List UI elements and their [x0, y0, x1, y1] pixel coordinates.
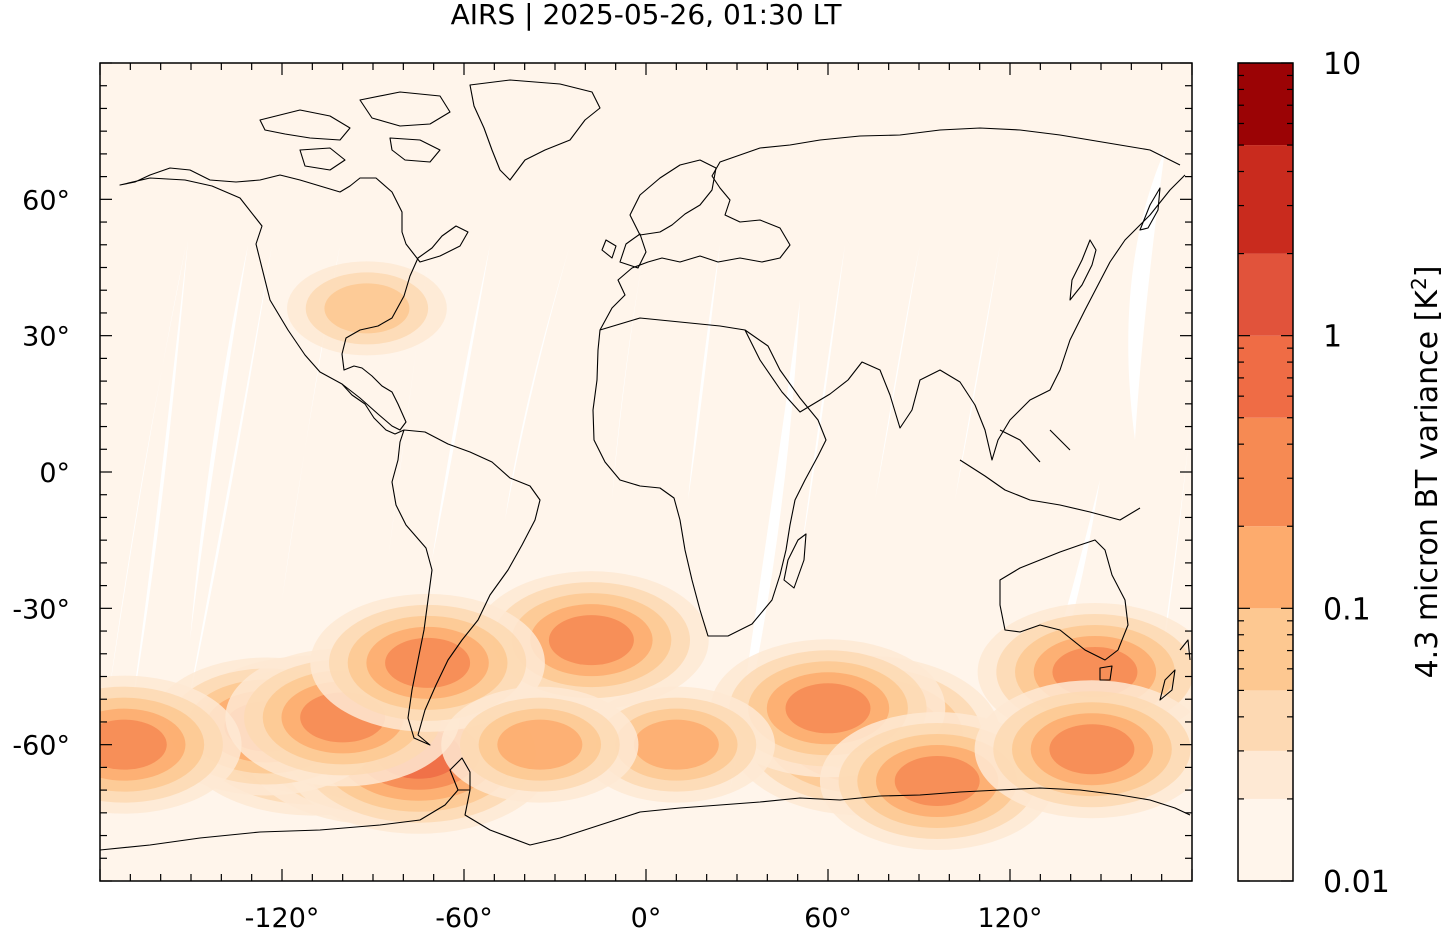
variance-contour — [894, 756, 980, 807]
lat-tick-label: 60° — [22, 185, 70, 216]
lon-tick-label: -60° — [435, 903, 493, 930]
lat-tick-label: -60° — [12, 731, 70, 762]
colorbar-label-end: ] — [1410, 266, 1442, 278]
colorbar-bin — [1238, 253, 1293, 336]
colorbar-bin — [1238, 750, 1293, 799]
coastline-europe — [599, 127, 1181, 331]
longitude-labels: -120° -60° 0° 60° 120° — [245, 903, 1043, 930]
coastline-antarctic-peninsula — [449, 757, 471, 791]
lat-tick-label: 30° — [22, 322, 70, 353]
lon-tick-label: 0° — [631, 903, 662, 930]
latitude-labels: 60° 30° 0° -30° -60° — [12, 185, 70, 761]
colorbar-ticks — [1238, 62, 1293, 882]
variance-contour — [633, 719, 719, 770]
colorbar-label: 4.3 micron BT variance [K2] — [1407, 266, 1442, 679]
colorbar-label-sup: 2 — [1407, 277, 1431, 290]
coastline-madagascar — [783, 533, 807, 589]
variance-contour — [1049, 724, 1135, 775]
colorbar-label-main: 4.3 micron BT variance [K — [1410, 289, 1442, 679]
swath-gaps — [108, 150, 1190, 790]
coastlines — [100, 79, 1191, 851]
colorbar-bin — [1238, 335, 1293, 418]
colorbar-bin — [1238, 63, 1293, 146]
coastline-scandinavia — [629, 159, 717, 236]
lat-tick-label: -30° — [12, 594, 70, 625]
coastline-antarctica — [100, 787, 1191, 851]
variance-field — [100, 261, 1192, 851]
coastline-africa — [592, 317, 827, 637]
colorbar-tick-labels: 10 1 0.1 0.01 — [1323, 47, 1390, 900]
coastline-arctic-islands — [259, 91, 451, 171]
colorbar-frame — [1237, 62, 1294, 882]
variance-contour — [385, 637, 471, 688]
map-title: AIRS | 2025-05-26, 01:30 LT — [450, 0, 842, 31]
colorbar-tick-label: 10 — [1323, 47, 1361, 82]
swath-gap — [688, 245, 720, 500]
coastline-north-america — [119, 167, 469, 431]
colorbar-bin — [1238, 798, 1293, 881]
variance-contour — [785, 683, 871, 734]
colorbar-tick-label: 0.1 — [1323, 592, 1371, 627]
lat-tick-label: 0° — [39, 458, 70, 489]
map-panel: 60° 30° 0° -30° -60° -120° -60° 0° 60° 120° — [12, 62, 1193, 930]
swath-gap — [432, 245, 490, 560]
colorbar-bins — [1238, 63, 1293, 881]
variance-contour — [100, 719, 167, 770]
variance-contour — [324, 283, 410, 334]
coastline-central-america — [341, 383, 405, 435]
lon-tick-label: 60° — [804, 903, 852, 930]
coastline-british-isles — [601, 233, 647, 269]
colorbar-bin — [1238, 417, 1293, 527]
colorbar-bin — [1238, 526, 1293, 609]
coastline-kamchatka — [1139, 187, 1161, 231]
colorbar-tick-label: 0.01 — [1323, 865, 1390, 900]
swath-gap — [388, 245, 430, 560]
colorbar-bin — [1238, 608, 1293, 691]
swath-gap — [875, 245, 920, 500]
lon-tick-label: -120° — [245, 903, 320, 930]
colorbar-bin — [1238, 145, 1293, 254]
colorbar-tick-label: 1 — [1323, 320, 1342, 355]
map-ticks — [99, 62, 1193, 882]
colorbar-bin — [1238, 690, 1293, 751]
coastline-tasmania — [1099, 665, 1113, 681]
swath-gap — [800, 245, 845, 560]
coastline-greenland — [469, 79, 601, 181]
swath-gap — [955, 245, 1000, 500]
variance-contour — [548, 615, 634, 666]
variance-contour — [497, 719, 583, 770]
swath-gap — [1128, 150, 1165, 440]
coastline-australia — [999, 539, 1129, 661]
coastline-asia — [744, 174, 1186, 461]
coastline-indonesia — [959, 429, 1141, 521]
coastline-south-america — [391, 429, 541, 746]
colorbar: 10 1 0.1 0.01 4.3 micron BT variance [K2] — [1237, 47, 1442, 900]
coastline-japan — [1069, 239, 1097, 301]
lon-tick-label: 120° — [977, 903, 1042, 930]
